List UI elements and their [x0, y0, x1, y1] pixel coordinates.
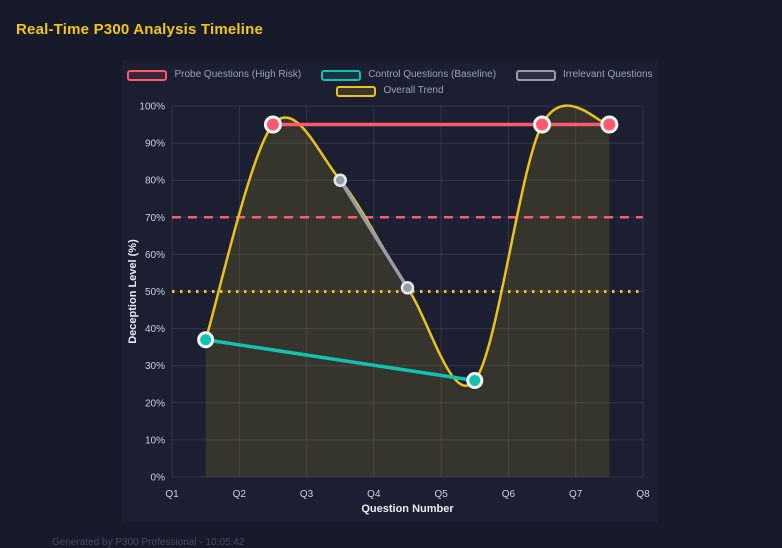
legend-item-control[interactable]: Control Questions (Baseline): [321, 69, 496, 81]
data-point-probe[interactable]: [600, 115, 619, 134]
y-axis-title: Deception Level (%): [127, 239, 139, 344]
data-point-irrelevant[interactable]: [400, 281, 415, 295]
y-tick-label: 0%: [151, 473, 166, 484]
legend-row-1: Probe Questions (High Risk) Control Quest…: [127, 69, 653, 81]
series-line-irrelevant: [338, 178, 410, 290]
data-point-irrelevant[interactable]: [333, 173, 347, 187]
legend-label-irrelevant: Irrelevant Questions: [563, 69, 653, 80]
y-tick-label: 30%: [145, 361, 165, 372]
legend-swatch-probe: [127, 69, 168, 81]
x-tick-label: Q3: [300, 489, 314, 500]
y-tick-label: 80%: [145, 176, 165, 187]
legend-row-2: Overall Trend: [336, 85, 444, 97]
y-tick-label: 100%: [139, 102, 165, 113]
x-axis-title: Question Number: [361, 503, 454, 515]
x-tick-label: Q5: [434, 489, 448, 500]
threshold-lines: [172, 216, 643, 293]
axis-labels: Q1 Q2 Q3 Q4 Q5 Q6 Q7 Q8 0% 10% 20% 30% 40% 50% 60% 70% 8…: [127, 102, 650, 516]
legend-label-control: Control Questions (Baseline): [368, 69, 497, 80]
legend-swatch-control: [321, 69, 362, 81]
timeline-chart[interactable]: Q1 Q2 Q3 Q4 Q5 Q6 Q7 Q8 0% 10% 20% 30% 40% 50% 60% 70% 8…: [122, 60, 658, 522]
chart-legend: Probe Questions (High Risk) Control Quest…: [122, 69, 658, 97]
x-tick-label: Q4: [367, 489, 381, 500]
x-tick-label: Q8: [636, 489, 650, 500]
chart-panel: Probe Questions (High Risk) Control Quest…: [122, 60, 658, 522]
data-point-probe[interactable]: [533, 115, 552, 134]
data-point-probe[interactable]: [263, 115, 282, 134]
y-tick-label: 20%: [145, 398, 165, 409]
x-tick-label: Q7: [569, 489, 583, 500]
legend-item-trend[interactable]: Overall Trend: [336, 85, 444, 97]
data-point-control[interactable]: [197, 331, 215, 349]
legend-item-probe[interactable]: Probe Questions (High Risk): [127, 69, 301, 81]
y-tick-label: 40%: [145, 324, 165, 335]
y-tick-label: 70%: [145, 213, 165, 224]
x-tick-label: Q6: [502, 489, 516, 500]
data-points: [197, 115, 619, 390]
page-title: Real-Time P300 Analysis Timeline: [16, 21, 264, 38]
footer-note: Generated by P300 Professional - 10:05:4…: [52, 537, 245, 548]
legend-item-irrelevant[interactable]: Irrelevant Questions: [516, 69, 653, 81]
legend-swatch-trend: [336, 85, 377, 97]
x-tick-label: Q2: [233, 489, 247, 500]
series-line-control: [203, 337, 477, 383]
y-tick-label: 10%: [145, 435, 165, 446]
legend-label-trend: Overall Trend: [383, 85, 444, 96]
legend-label-probe: Probe Questions (High Risk): [174, 69, 302, 80]
data-point-control[interactable]: [466, 372, 484, 390]
y-tick-label: 50%: [145, 287, 165, 298]
y-tick-label: 60%: [145, 250, 165, 261]
legend-swatch-irrelevant: [516, 69, 557, 81]
x-tick-label: Q1: [165, 489, 179, 500]
y-tick-label: 90%: [145, 139, 165, 150]
